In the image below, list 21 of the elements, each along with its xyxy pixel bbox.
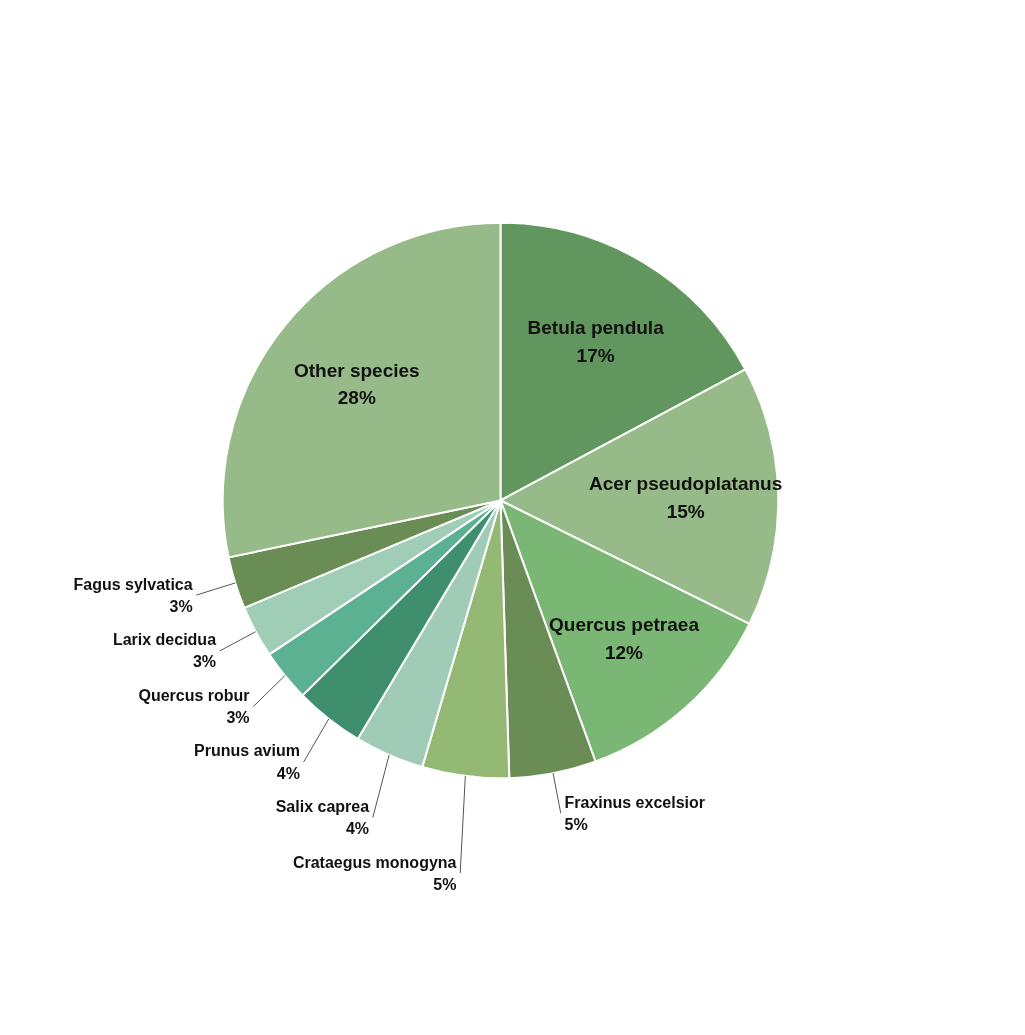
data-label: 3% [169, 597, 193, 615]
slice-label: Salix caprea [275, 798, 370, 816]
slice-label: Quercus petraea [549, 614, 700, 636]
slice-label: Fagus sylvatica [73, 575, 193, 593]
data-label: 3% [226, 709, 250, 727]
data-label: 5% [564, 815, 588, 833]
data-label: 5% [433, 875, 457, 893]
data-label: 17% [576, 344, 615, 366]
slice-label: Quercus robur [138, 686, 250, 704]
data-label: 4% [276, 764, 300, 782]
data-label: 3% [192, 653, 217, 671]
data-label: 12% [604, 641, 644, 663]
data-label: 15% [666, 500, 705, 522]
slice-label: Betula pendula [527, 317, 665, 339]
data-label: 4% [345, 820, 370, 838]
slice-label: Fraxinus excelsior [564, 793, 705, 811]
slice-label: Other species [293, 359, 420, 381]
data-label: 28% [337, 386, 376, 408]
slice-label: Crataegus monogyna [292, 853, 457, 871]
slice-label: Larix decidua [112, 631, 217, 649]
slice-label: Prunus avium [194, 742, 300, 760]
